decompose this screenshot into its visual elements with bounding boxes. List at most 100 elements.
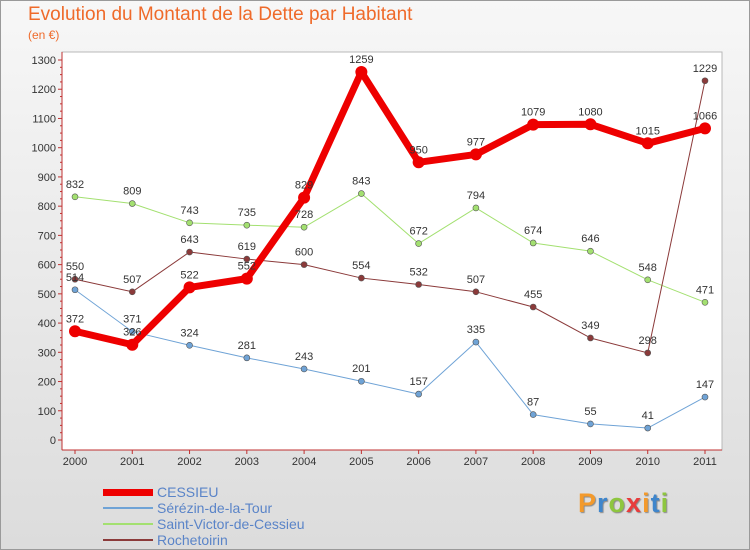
data-label: 552 [238, 261, 256, 273]
data-label: 743 [180, 205, 198, 217]
y-tick-label: 1300 [32, 55, 56, 67]
y-tick-label: 800 [38, 201, 56, 213]
data-label: 550 [66, 261, 84, 273]
y-tick-label: 500 [38, 289, 56, 301]
legend-item: Rochetoirin [103, 532, 305, 548]
series-line-0 [71, 68, 709, 349]
data-point [701, 77, 709, 85]
data-label: 809 [123, 186, 141, 198]
data-label: 335 [467, 324, 485, 336]
data-label: 1015 [635, 125, 659, 137]
legend-label: Saint-Victor-de-Cessieu [157, 516, 305, 532]
chart-title: Evolution du Montant de la Dette par Hab… [28, 4, 413, 25]
data-label: 1229 [693, 63, 717, 75]
data-point [469, 148, 482, 161]
y-tick-label: 900 [38, 172, 56, 184]
x-tick-label: 2003 [235, 456, 259, 468]
data-label: 507 [467, 274, 485, 286]
legend-swatch [103, 488, 153, 496]
data-point [644, 424, 652, 432]
data-label: 326 [123, 327, 141, 339]
data-point [527, 118, 540, 131]
data-point [300, 365, 308, 373]
y-tick-label: 1200 [32, 84, 56, 96]
data-point [183, 281, 196, 294]
x-tick-label: 2005 [349, 456, 373, 468]
legend-label: Rochetoirin [157, 532, 228, 548]
data-point [587, 247, 594, 255]
y-tick-label: 200 [38, 377, 56, 389]
data-label: 829 [295, 180, 313, 192]
data-label: 243 [295, 351, 313, 363]
data-point [699, 122, 711, 135]
data-label: 728 [295, 209, 313, 221]
legend: CESSIEU Sérézin-de-la-Tour Saint-Victor-de… [103, 484, 305, 548]
data-point [641, 137, 654, 150]
data-point [701, 299, 709, 306]
data-point [71, 286, 79, 294]
data-label: 735 [238, 207, 256, 219]
data-label: 157 [409, 376, 427, 388]
data-point [69, 325, 81, 338]
data-label: 201 [352, 363, 370, 375]
y-tick-label: 1100 [32, 113, 56, 125]
data-label: 372 [66, 313, 84, 325]
data-point [186, 248, 193, 256]
data-point [529, 239, 537, 247]
data-point [644, 276, 652, 284]
data-label: 843 [352, 176, 370, 188]
legend-item: Sérézin-de-la-Tour [103, 500, 305, 516]
y-tick-label: 700 [38, 230, 56, 242]
data-label: 371 [123, 314, 141, 326]
data-point [529, 411, 537, 418]
x-tick-label: 2000 [63, 456, 87, 468]
data-label: 600 [295, 247, 313, 259]
data-label: 950 [409, 144, 427, 156]
legend-swatch [103, 539, 153, 541]
data-point [472, 338, 480, 346]
data-label: 643 [180, 234, 198, 246]
data-point [472, 204, 480, 212]
data-point [472, 288, 480, 296]
data-label: 672 [409, 226, 427, 238]
y-tick-label: 1000 [32, 143, 56, 155]
data-label: 87 [527, 397, 539, 409]
x-tick-label: 2008 [521, 456, 545, 468]
data-point [415, 390, 422, 398]
data-label: 832 [66, 179, 84, 191]
data-point [186, 341, 193, 349]
data-label: 646 [581, 233, 599, 245]
data-label: 1066 [693, 110, 717, 122]
legend-item: Saint-Victor-de-Cessieu [103, 516, 305, 532]
data-point [243, 354, 251, 362]
data-label: 1080 [578, 106, 602, 118]
series-line-2 [74, 193, 706, 303]
data-label: 514 [66, 272, 84, 284]
data-point [584, 118, 597, 131]
data-point [358, 190, 365, 197]
y-tick-label: 400 [38, 318, 56, 330]
data-label: 281 [238, 340, 256, 352]
legend-swatch [103, 507, 153, 509]
x-tick-label: 2004 [292, 456, 316, 468]
x-tick-label: 2010 [635, 456, 659, 468]
data-label: 548 [639, 262, 657, 274]
data-label: 147 [696, 379, 714, 391]
x-tick-label: 2002 [177, 456, 201, 468]
data-label: 977 [467, 136, 485, 148]
data-point [186, 219, 193, 227]
data-point [128, 200, 136, 207]
data-point [412, 156, 425, 169]
data-point [355, 65, 368, 78]
data-point [300, 223, 308, 231]
data-point [644, 349, 652, 357]
y-tick-label: 300 [38, 347, 56, 359]
data-label: 349 [581, 320, 599, 332]
unit-label: (en €) [28, 28, 60, 42]
data-point [587, 334, 594, 342]
data-label: 532 [409, 266, 427, 278]
data-label: 455 [524, 289, 542, 301]
y-tick-label: 100 [38, 406, 56, 418]
data-point [128, 288, 136, 296]
